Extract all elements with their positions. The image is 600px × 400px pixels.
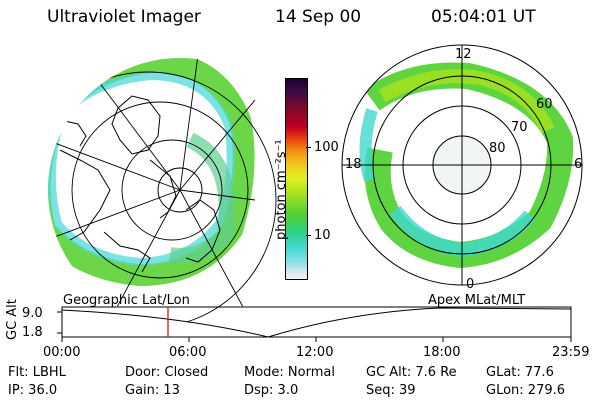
dsp-info: Dsp: 3.0 (244, 383, 299, 398)
time-tick-label: 06:00 (169, 345, 207, 360)
mode-info: Mode: Normal (244, 365, 335, 380)
filter-info: Flt: LBHL (8, 365, 66, 380)
altitude-min-label: 1.8 (22, 325, 43, 340)
date-label: 14 Sep 00 (275, 7, 362, 27)
mlat-label-80: 80 (489, 141, 506, 156)
door-info: Door: Closed (125, 365, 209, 380)
mlt-label-18: 18 (345, 157, 362, 172)
colorbar-unit-label: photon cm⁻²s⁻¹ (274, 139, 289, 240)
ip-info: IP: 36.0 (8, 383, 58, 398)
colorbar-tick-label-100: 100 (314, 140, 339, 155)
mlat-label-60: 60 (536, 97, 553, 112)
magnetic-grid (341, 44, 583, 286)
gc-alt-info: GC Alt: 7.6 Re (366, 365, 457, 380)
right-projection-label: Apex MLat/MLT (428, 293, 526, 308)
time-tick-label: 23:59 (552, 345, 590, 360)
time-tick-label: 18:00 (423, 345, 461, 360)
glat-info: GLat: 77.6 (486, 365, 554, 380)
mlt-label-6: 6 (574, 157, 583, 172)
time-tick-label: 12:00 (296, 345, 334, 360)
altitude-max-label: 9.0 (22, 306, 43, 321)
coastline-outlines (59, 95, 221, 273)
altitude-curve (61, 307, 572, 338)
mlat-label-70: 70 (511, 120, 528, 135)
altitude-axis-label: GC Alt (5, 299, 20, 340)
left-projection-label: Geographic Lat/Lon (63, 293, 190, 308)
geographic-aurora-image (48, 58, 255, 287)
mlt-label-12: 12 (455, 47, 472, 62)
instrument-title: Ultraviolet Imager (47, 7, 201, 27)
glon-info: GLon: 279.6 (486, 383, 566, 398)
mlt-label-0: 0 (466, 277, 475, 292)
time-axis-ticks (61, 337, 572, 342)
geographic-graticule (48, 58, 277, 322)
time-tick-label: 00:00 (43, 345, 81, 360)
colorbar (285, 78, 308, 280)
gain-info: Gain: 13 (125, 383, 180, 398)
colorbar-tick-10 (306, 235, 311, 236)
time-label: 05:04:01 UT (431, 7, 536, 27)
magnetic-aurora-image (359, 62, 574, 269)
seq-info: Seq: 39 (366, 383, 416, 398)
colorbar-tick-100 (306, 147, 311, 148)
colorbar-tick-label-10: 10 (314, 228, 331, 243)
